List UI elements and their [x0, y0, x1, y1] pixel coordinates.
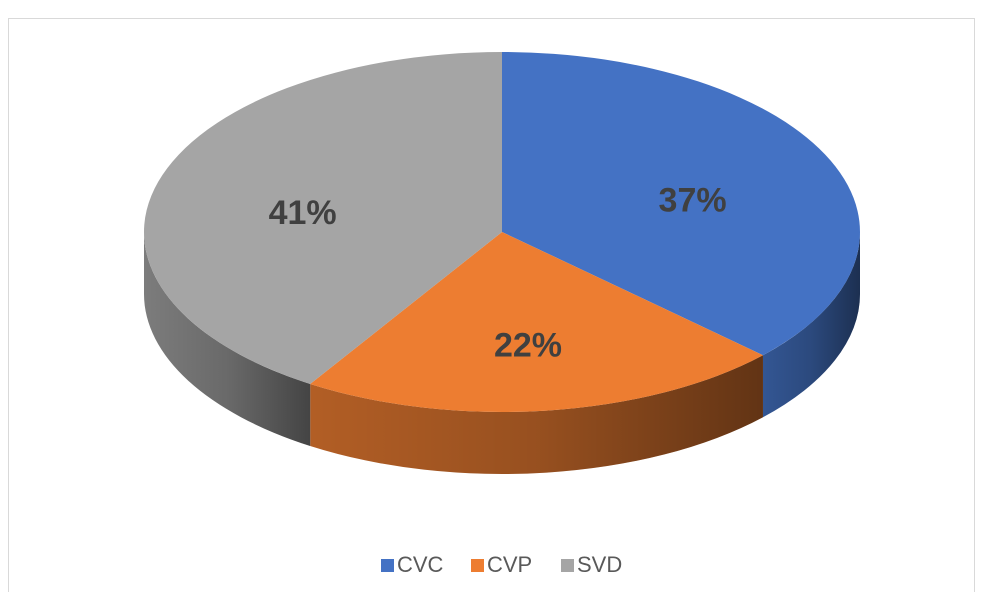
legend-swatch — [471, 559, 484, 572]
value-label: 37% — [659, 182, 727, 220]
pie-side-shade — [310, 355, 763, 475]
legend-label: SVD — [577, 552, 622, 577]
legend-swatch — [561, 559, 574, 572]
legend-label: CVC — [397, 552, 444, 577]
legend: CVC CVP SVD — [381, 552, 622, 577]
value-label: 41% — [269, 194, 337, 232]
legend-swatch — [381, 559, 394, 572]
pie-slice — [310, 232, 763, 412]
pie-slice — [144, 52, 502, 384]
legend-label: CVP — [487, 552, 532, 577]
pie-side-shade — [144, 232, 311, 446]
pie-sides — [144, 232, 860, 475]
pie-slice — [502, 52, 860, 356]
value-labels: 37% 22% 41% — [269, 182, 727, 365]
pie-side-shade — [762, 232, 860, 418]
pie-tops — [144, 52, 860, 412]
value-label: 22% — [494, 327, 562, 365]
